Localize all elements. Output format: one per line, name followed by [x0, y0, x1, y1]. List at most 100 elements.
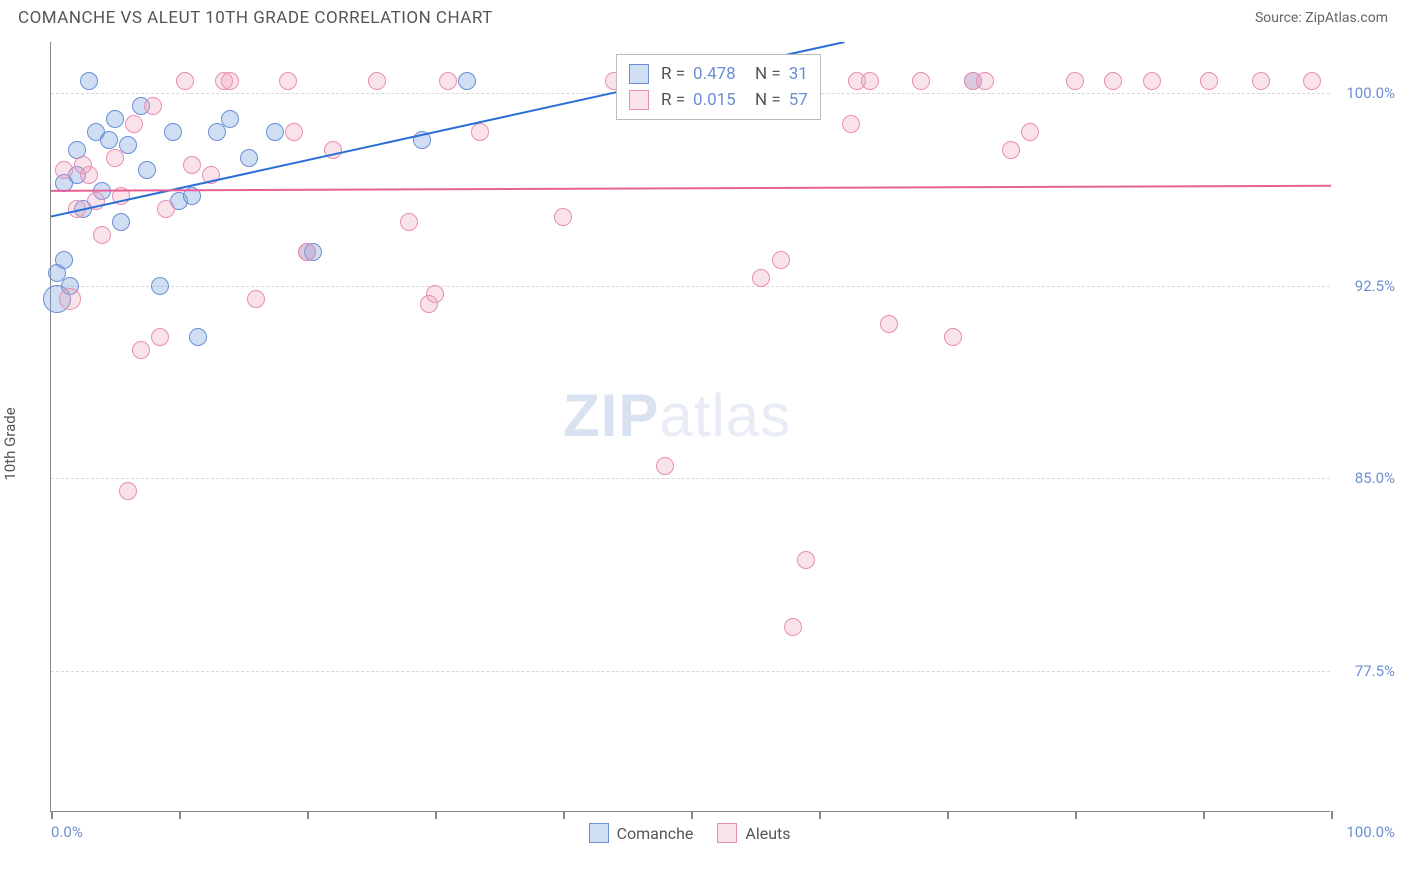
- data-point: [221, 110, 239, 128]
- data-point: [100, 131, 118, 149]
- data-point: [132, 341, 150, 359]
- data-point: [400, 213, 418, 231]
- data-point: [1303, 72, 1321, 90]
- x-tick: [51, 811, 53, 819]
- data-point: [976, 72, 994, 90]
- data-point: [125, 115, 143, 133]
- data-point: [912, 72, 930, 90]
- gridline: [51, 671, 1330, 672]
- data-point: [1252, 72, 1270, 90]
- data-point: [1021, 123, 1039, 141]
- data-point: [144, 97, 162, 115]
- data-point: [842, 115, 860, 133]
- data-point: [1143, 72, 1161, 90]
- x-tick: [947, 811, 949, 819]
- x-tick-label-max: 100.0%: [1346, 823, 1395, 841]
- data-point: [80, 72, 98, 90]
- x-tick: [1331, 811, 1333, 819]
- data-point: [93, 226, 111, 244]
- data-point: [157, 200, 175, 218]
- data-point: [87, 192, 105, 210]
- data-point: [772, 251, 790, 269]
- data-point: [1200, 72, 1218, 90]
- data-point: [554, 208, 572, 226]
- data-point: [55, 161, 73, 179]
- data-point: [80, 166, 98, 184]
- y-axis-label: 10th Grade: [1, 407, 19, 480]
- data-point: [151, 277, 169, 295]
- data-point: [458, 72, 476, 90]
- data-point: [413, 131, 431, 149]
- data-point: [861, 72, 879, 90]
- data-point: [138, 161, 156, 179]
- data-point: [368, 72, 386, 90]
- data-point: [784, 618, 802, 636]
- x-tick: [1075, 811, 1077, 819]
- data-point: [68, 200, 86, 218]
- x-tick: [307, 811, 309, 819]
- data-point: [189, 328, 207, 346]
- data-point: [176, 72, 194, 90]
- x-tick: [819, 811, 821, 819]
- data-point: [247, 290, 265, 308]
- data-point: [279, 72, 297, 90]
- data-point: [1066, 72, 1084, 90]
- data-point: [240, 149, 258, 167]
- data-point: [752, 269, 770, 287]
- source-link[interactable]: ZipAtlas.com: [1305, 10, 1388, 26]
- y-tick-label: 92.5%: [1355, 277, 1395, 295]
- data-point: [426, 285, 444, 303]
- chart-source: Source: ZipAtlas.com: [1255, 10, 1388, 26]
- y-tick-label: 77.5%: [1355, 662, 1395, 680]
- x-tick: [179, 811, 181, 819]
- plot-region: ZIPatlas 77.5%85.0%92.5%100.0%0.0%100.0%…: [50, 42, 1330, 812]
- watermark: ZIPatlas: [563, 381, 791, 450]
- correlation-legend: R =0.478N =31R =0.015N =57: [616, 54, 821, 120]
- data-point: [656, 457, 674, 475]
- chart-title: COMANCHE VS ALEUT 10TH GRADE CORRELATION…: [18, 8, 493, 28]
- data-point: [944, 328, 962, 346]
- data-point: [298, 243, 316, 261]
- legend-swatch: [589, 823, 609, 843]
- gridline: [51, 478, 1330, 479]
- data-point: [324, 141, 342, 159]
- data-point: [266, 123, 284, 141]
- data-point: [106, 110, 124, 128]
- data-point: [202, 166, 220, 184]
- chart-header: COMANCHE VS ALEUT 10TH GRADE CORRELATION…: [0, 0, 1406, 34]
- data-point: [183, 156, 201, 174]
- legend-row: R =0.478N =31: [629, 61, 808, 87]
- x-tick-label-min: 0.0%: [51, 823, 83, 841]
- legend-swatch: [629, 90, 649, 110]
- data-point: [1104, 72, 1122, 90]
- data-point: [439, 72, 457, 90]
- legend-row: R =0.015N =57: [629, 87, 808, 113]
- series-legend: Comanche Aleuts: [589, 823, 791, 843]
- x-tick: [691, 811, 693, 819]
- legend-swatch: [629, 64, 649, 84]
- data-point: [164, 123, 182, 141]
- data-point: [55, 251, 73, 269]
- data-point: [112, 213, 130, 231]
- data-point: [471, 123, 489, 141]
- data-point: [285, 123, 303, 141]
- legend-item: Comanche: [589, 823, 694, 843]
- data-point: [59, 288, 81, 310]
- data-point: [112, 187, 130, 205]
- chart-area: 10th Grade ZIPatlas 77.5%85.0%92.5%100.0…: [0, 34, 1406, 854]
- x-tick: [435, 811, 437, 819]
- data-point: [880, 315, 898, 333]
- data-point: [797, 551, 815, 569]
- legend-item: Aleuts: [717, 823, 790, 843]
- data-point: [1002, 141, 1020, 159]
- y-tick-label: 85.0%: [1355, 469, 1395, 487]
- data-point: [119, 482, 137, 500]
- data-point: [106, 149, 124, 167]
- legend-swatch: [717, 823, 737, 843]
- gridline: [51, 286, 1330, 287]
- x-tick: [563, 811, 565, 819]
- x-tick: [1203, 811, 1205, 819]
- data-point: [183, 187, 201, 205]
- data-point: [151, 328, 169, 346]
- y-tick-label: 100.0%: [1346, 84, 1395, 102]
